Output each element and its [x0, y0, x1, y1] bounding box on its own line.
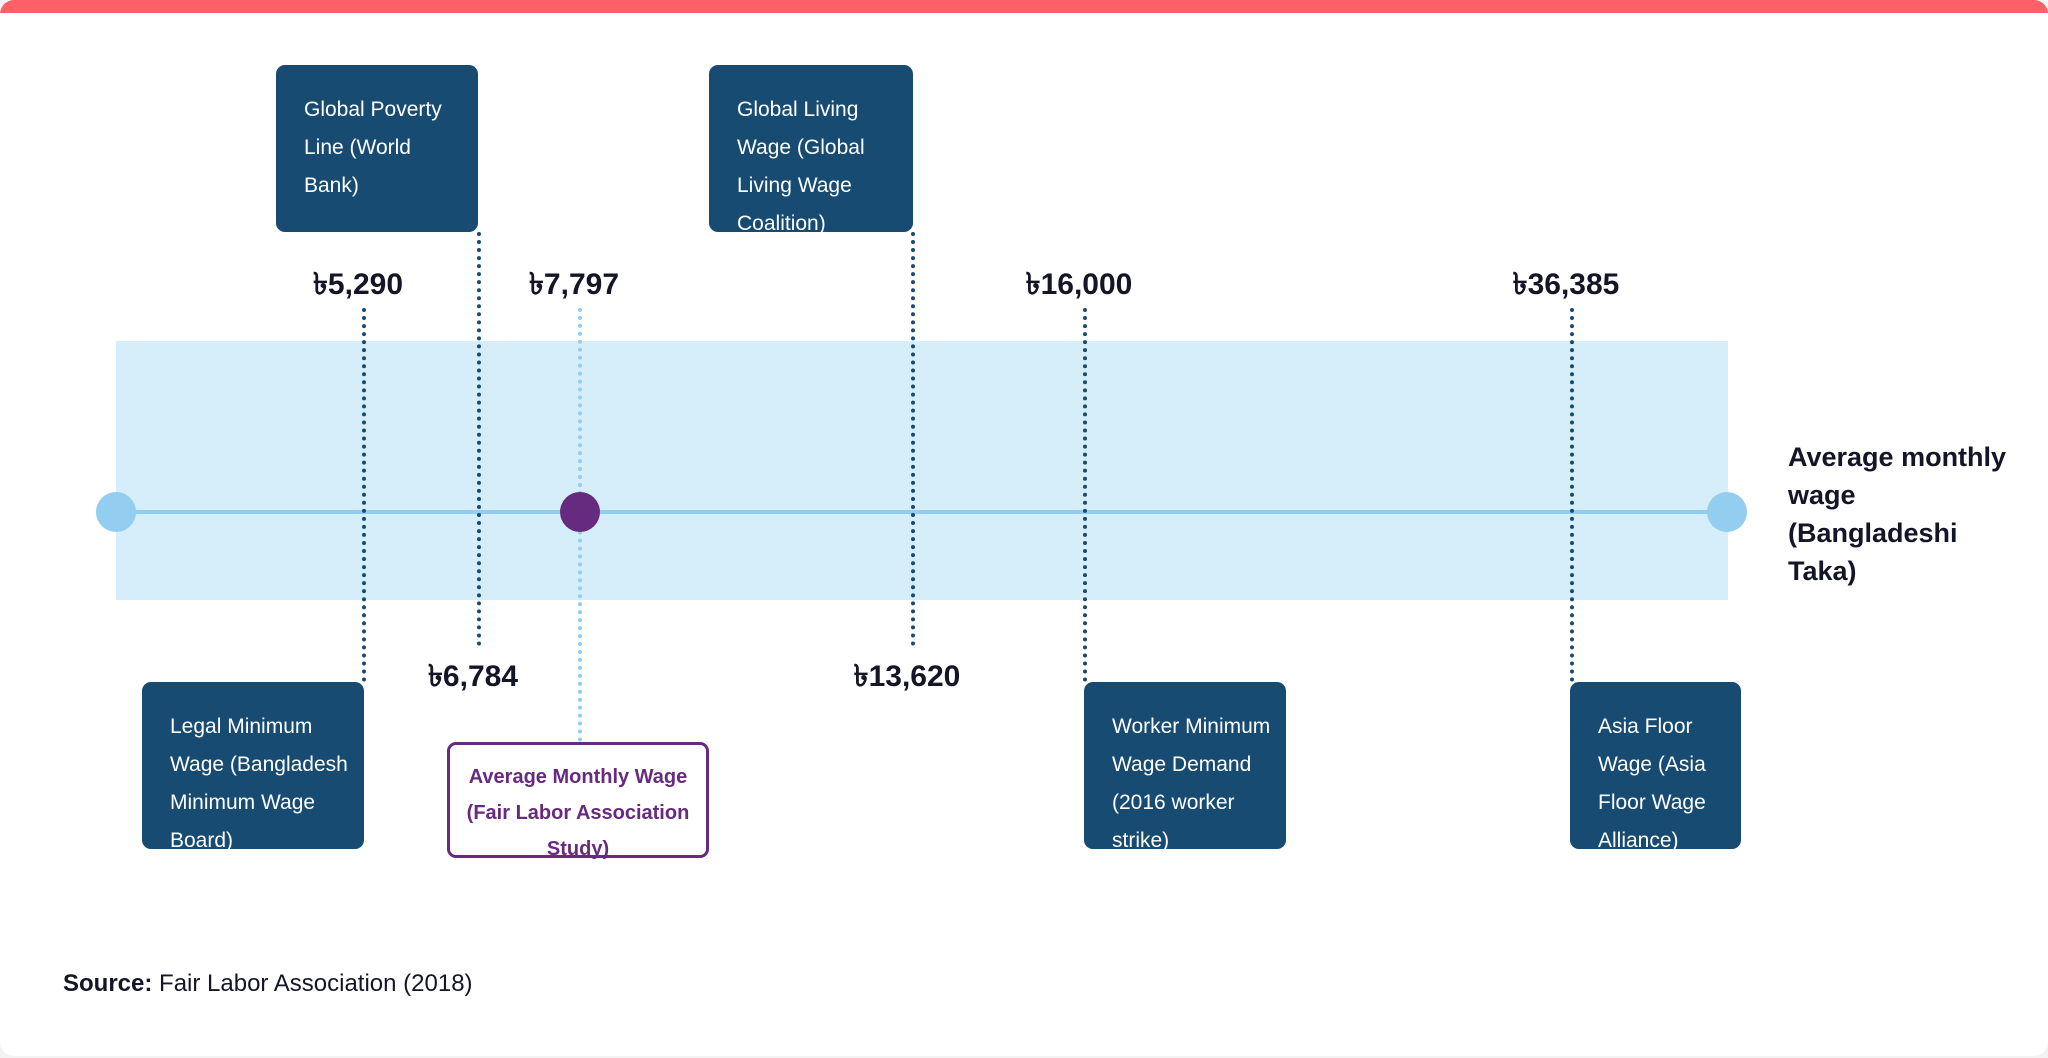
axis-end-dot — [1707, 492, 1747, 532]
axis-start-dot — [96, 492, 136, 532]
highlight-marker-label-box: Average Monthly Wage (Fair Labor Associa… — [447, 742, 709, 860]
marker-leader-line — [362, 308, 366, 682]
axis-title: Average monthly wage (Bangladeshi Taka) — [1788, 442, 2007, 586]
axis-line — [116, 510, 1728, 514]
marker-value: ৳6,784 — [427, 660, 519, 693]
top-accent-bar — [0, 0, 2048, 13]
marker-label-box: Legal Minimum Wage (Bangladesh Minimum W… — [142, 682, 364, 852]
marker-value: ৳36,385 — [1512, 268, 1620, 301]
marker-value: ৳5,290 — [312, 268, 404, 301]
marker-value: ৳13,620 — [853, 660, 961, 693]
marker-leader-line — [477, 232, 481, 646]
marker-leader-line — [1570, 308, 1574, 682]
marker-value: ৳16,000 — [1025, 268, 1133, 301]
source-text: Fair Labor Association (2018) — [152, 970, 473, 997]
wage-band — [116, 341, 1728, 600]
marker-label-box: Asia Floor Wage (Asia Floor Wage Allianc… — [1570, 682, 1741, 852]
marker-leader-line — [911, 232, 915, 646]
marker-leader-line — [1083, 308, 1087, 682]
source-note: Source: Fair Labor Association (2018) — [63, 970, 473, 998]
marker-value: ৳7,797 — [528, 268, 620, 301]
marker-label-box: Worker Minimum Wage Demand (2016 worker … — [1084, 682, 1286, 852]
source-label: Source: — [63, 970, 153, 997]
marker-label-box: Global Poverty Line (World Bank) — [276, 65, 478, 232]
average-wage-dot — [560, 492, 600, 532]
marker-label-box: Global Living Wage (Global Living Wage C… — [709, 65, 913, 235]
